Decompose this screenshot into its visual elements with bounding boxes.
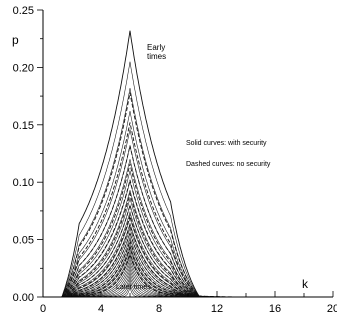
x-tick-label: 0: [40, 303, 46, 315]
solid-curve: [61, 110, 200, 298]
x-tick-label: 16: [269, 303, 281, 315]
dashed-curve: [61, 145, 200, 298]
y-tick-label: 0.20: [13, 62, 34, 74]
dashed-curve: [61, 203, 200, 298]
dashed-curve: [61, 163, 200, 298]
axes: 0 4 8 12 16 20 0.00 0.05 0.10 0.15 0.20 0.25: [13, 5, 337, 315]
x-axis-label: k: [302, 277, 309, 291]
solid-curve: [61, 190, 200, 298]
legend-dashed: Dashed curves: no security: [186, 161, 271, 168]
x-tick-label: 12: [211, 303, 223, 315]
solid-curve: [61, 197, 200, 298]
annotation-later-times: Later times: [116, 284, 151, 291]
solid-curve: [61, 30, 200, 298]
dashed-curve: [61, 92, 200, 298]
solid-curve: [61, 170, 200, 298]
y-tick-label: 0.00: [13, 292, 34, 304]
dashed-curve: [61, 179, 200, 298]
dashed-curve: [61, 213, 200, 298]
y-tick-label: 0.10: [13, 177, 34, 189]
x-tick-label: 4: [98, 303, 104, 315]
solid-curve: [61, 159, 200, 298]
dashed-curve: [61, 223, 200, 298]
solid-curve: [61, 61, 200, 298]
dashed-curve: [61, 122, 200, 298]
solid-curve: [61, 129, 200, 298]
solid-curve: [61, 88, 200, 298]
annotation-early-times: Early times: [147, 43, 166, 61]
x-tick-label: 20: [327, 303, 337, 315]
dashed-curve: [61, 239, 304, 298]
y-tick-label: 0.15: [13, 120, 34, 132]
dashed-curve: [61, 191, 200, 298]
y-axis-label: p: [12, 33, 19, 47]
solid-curve: [61, 227, 200, 298]
y-tick-label: 0.05: [13, 235, 34, 247]
y-tick-label: 0.25: [13, 5, 34, 17]
legend-solid: Solid curves: with security: [186, 140, 267, 147]
dashed-curve: [61, 231, 200, 298]
dashed-curve: [61, 246, 304, 298]
x-tick-label: 8: [156, 303, 162, 315]
solid-curve: [61, 210, 200, 298]
